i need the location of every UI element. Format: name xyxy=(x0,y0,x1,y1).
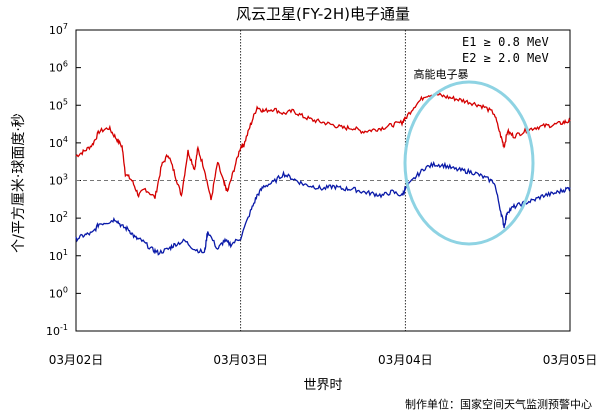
storm-highlight-ellipse xyxy=(403,80,535,246)
chart-title: 风云卫星(FY-2H)电子通量 xyxy=(236,5,410,23)
series-e2-line xyxy=(75,160,571,256)
x-tick-label: 03月05日 xyxy=(543,353,598,367)
x-tick-label: 03月03日 xyxy=(213,353,268,367)
x-tick-label: 03月02日 xyxy=(49,353,104,367)
y-tick-label: 105 xyxy=(49,97,68,112)
credit-text: 制作单位：国家空间天气监测预警中心 xyxy=(405,397,592,411)
x-tick-label: 03月04日 xyxy=(378,353,433,367)
y-tick-label: 106 xyxy=(49,60,68,75)
legend-e2: E2 ≥ 2.0 MeV xyxy=(462,51,549,65)
y-tick-label: 101 xyxy=(49,248,68,263)
y-tick-label: 10-1 xyxy=(46,323,68,338)
y-tick-label: 104 xyxy=(49,135,68,150)
y-tick-label: 100 xyxy=(49,285,68,300)
series-e1-line xyxy=(75,91,571,201)
y-tick-label: 107 xyxy=(49,22,68,37)
y-axis: 10-1 100 101 102 103 104 105 106 107 xyxy=(46,22,570,338)
y-axis-label: 个/平方厘米·球面度·秒 xyxy=(11,113,27,253)
y-tick-label: 103 xyxy=(49,173,68,188)
storm-annotation: 高能电子暴 xyxy=(414,67,469,81)
y-tick-label: 102 xyxy=(49,210,68,225)
x-axis-label: 世界时 xyxy=(303,378,342,393)
legend: E1 ≥ 0.8 MeV E2 ≥ 2.0 MeV xyxy=(462,35,549,65)
legend-e1: E1 ≥ 0.8 MeV xyxy=(462,35,549,49)
x-axis: 03月02日 03月03日 03月04日 03月05日 xyxy=(49,353,598,367)
